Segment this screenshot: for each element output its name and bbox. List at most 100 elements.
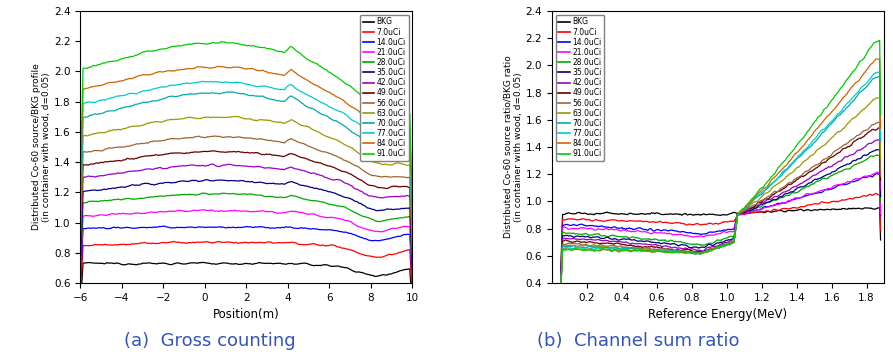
84.0uCi xyxy=(129,75,140,79)
28.0uCi xyxy=(129,197,140,201)
35.0uCi xyxy=(744,208,755,213)
35.0uCi xyxy=(875,195,886,199)
Y-axis label: Distributed Co-60 source ratio/BKG ratio
(in container with wood, d=0.05): Distributed Co-60 source ratio/BKG ratio… xyxy=(504,56,522,238)
28.0uCi xyxy=(640,237,651,241)
Line: 14.0uCi: 14.0uCi xyxy=(561,174,880,282)
35.0uCi xyxy=(269,181,280,185)
91.0uCi xyxy=(75,188,86,193)
63.0uCi xyxy=(208,115,219,119)
35.0uCi xyxy=(703,242,714,246)
63.0uCi xyxy=(75,229,86,233)
91.0uCi xyxy=(640,249,651,253)
56.0uCi xyxy=(744,206,755,210)
42.0uCi xyxy=(862,143,872,147)
BKG xyxy=(129,262,140,267)
91.0uCi xyxy=(874,38,885,42)
77.0uCi xyxy=(726,240,737,245)
56.0uCi xyxy=(305,145,316,149)
77.0uCi xyxy=(703,249,714,253)
BKG xyxy=(407,309,418,313)
Line: 42.0uCi: 42.0uCi xyxy=(80,164,413,267)
91.0uCi xyxy=(305,59,316,64)
84.0uCi xyxy=(555,292,566,296)
28.0uCi xyxy=(703,242,714,246)
63.0uCi xyxy=(305,126,316,131)
BKG xyxy=(75,306,86,310)
7.0uCi xyxy=(871,191,881,196)
63.0uCi xyxy=(703,249,714,254)
14.0uCi xyxy=(744,209,755,214)
84.0uCi xyxy=(703,250,714,254)
42.0uCi xyxy=(703,245,714,250)
42.0uCi xyxy=(129,169,140,173)
Line: 63.0uCi: 63.0uCi xyxy=(561,98,880,291)
28.0uCi xyxy=(744,208,755,212)
42.0uCi xyxy=(395,195,405,199)
70.0uCi xyxy=(223,90,234,94)
Legend: BKG, 7.0uCi, 14.0uCi, 21.0uCi, 28.0uCi, 35.0uCi, 42.0uCi, 49.0uCi, 56.0uCi, 63.0: BKG, 7.0uCi, 14.0uCi, 21.0uCi, 28.0uCi, … xyxy=(360,15,409,161)
Line: BKG: BKG xyxy=(80,262,413,311)
7.0uCi xyxy=(395,250,405,254)
84.0uCi xyxy=(269,72,280,76)
91.0uCi xyxy=(726,241,737,246)
28.0uCi xyxy=(213,192,224,196)
35.0uCi xyxy=(407,272,418,276)
84.0uCi xyxy=(744,201,755,205)
Line: 91.0uCi: 91.0uCi xyxy=(80,42,413,218)
35.0uCi xyxy=(555,285,566,289)
Line: 42.0uCi: 42.0uCi xyxy=(561,140,880,288)
49.0uCi xyxy=(726,240,737,245)
21.0uCi xyxy=(871,171,881,175)
91.0uCi xyxy=(407,216,418,220)
Line: 14.0uCi: 14.0uCi xyxy=(80,226,413,290)
Line: 70.0uCi: 70.0uCi xyxy=(561,77,880,291)
70.0uCi xyxy=(555,289,566,293)
14.0uCi xyxy=(395,234,405,238)
7.0uCi xyxy=(305,242,316,246)
42.0uCi xyxy=(207,162,218,166)
BKG xyxy=(213,261,224,266)
7.0uCi xyxy=(875,228,886,233)
91.0uCi xyxy=(555,292,566,296)
35.0uCi xyxy=(395,207,405,211)
49.0uCi xyxy=(210,149,221,153)
70.0uCi xyxy=(407,240,418,244)
14.0uCi xyxy=(269,226,280,230)
84.0uCi xyxy=(871,57,881,61)
77.0uCi xyxy=(395,136,405,140)
49.0uCi xyxy=(305,159,316,163)
42.0uCi xyxy=(744,208,755,212)
56.0uCi xyxy=(213,134,224,138)
70.0uCi xyxy=(640,248,651,252)
91.0uCi xyxy=(862,51,872,56)
14.0uCi xyxy=(875,213,886,217)
14.0uCi xyxy=(703,231,714,235)
84.0uCi xyxy=(213,64,223,69)
63.0uCi xyxy=(555,289,566,294)
Line: 49.0uCi: 49.0uCi xyxy=(80,151,413,262)
BKG xyxy=(395,268,405,273)
84.0uCi xyxy=(305,81,316,85)
49.0uCi xyxy=(395,185,405,189)
7.0uCi xyxy=(210,240,221,245)
91.0uCi xyxy=(129,53,140,58)
7.0uCi xyxy=(862,194,872,198)
56.0uCi xyxy=(208,134,219,139)
63.0uCi xyxy=(269,120,280,124)
14.0uCi xyxy=(871,171,881,176)
Line: 84.0uCi: 84.0uCi xyxy=(561,59,880,294)
Line: 56.0uCi: 56.0uCi xyxy=(561,122,880,290)
56.0uCi xyxy=(210,134,221,138)
56.0uCi xyxy=(269,139,280,143)
63.0uCi xyxy=(640,246,651,251)
77.0uCi xyxy=(871,70,881,75)
35.0uCi xyxy=(305,185,316,189)
21.0uCi xyxy=(75,277,86,282)
14.0uCi xyxy=(555,280,566,284)
91.0uCi xyxy=(213,41,223,45)
14.0uCi xyxy=(407,288,418,292)
49.0uCi xyxy=(213,150,224,154)
77.0uCi xyxy=(213,80,224,85)
Line: 84.0uCi: 84.0uCi xyxy=(80,66,413,227)
28.0uCi xyxy=(872,153,882,157)
